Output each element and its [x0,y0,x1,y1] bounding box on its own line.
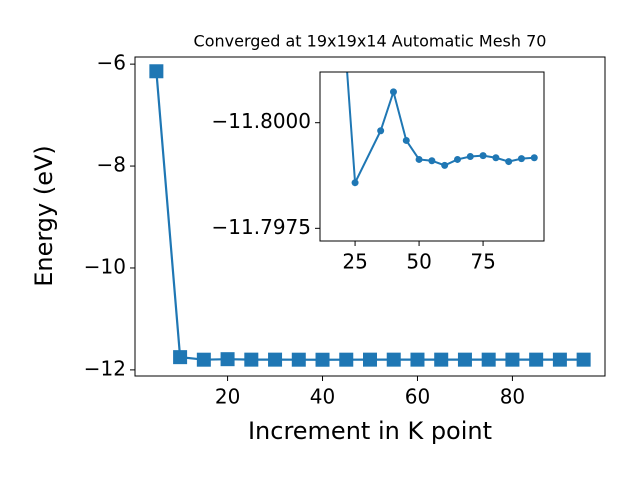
x-tick-label: 25 [342,250,367,274]
axes-frame [134,56,606,377]
marker [453,155,461,163]
marker [466,153,474,160]
marker [428,157,436,165]
marker [351,179,359,187]
marker [434,352,449,367]
marker [244,352,259,367]
marker [389,88,397,96]
x-tick-label: 60 [405,385,430,409]
y-tick-label: −12 [84,356,126,380]
plot-layer [149,64,591,367]
marker [173,350,188,365]
y-tick-label: −10 [84,254,126,278]
chart-title: Converged at 19x19x14 Automatic Mesh 70 [194,32,547,51]
marker [517,155,525,163]
marker [410,352,425,367]
axes-frame [319,71,545,242]
marker [149,64,164,79]
x-tick-label: 80 [500,385,525,409]
x-tick-label: 50 [406,250,431,274]
marker [492,154,500,162]
marker [441,161,449,169]
x-tick-label: 75 [470,250,495,274]
marker [315,352,330,367]
marker [220,352,235,367]
marker [291,352,306,367]
y-tick-label: −11.7975 [212,215,311,239]
marker [339,352,354,367]
y-tick-label: −8 [97,153,126,177]
x-tick-label: 20 [215,385,240,409]
marker [530,154,538,162]
marker [529,352,544,367]
plot-layer [346,72,538,187]
marker [481,352,496,367]
marker [576,352,591,367]
marker [552,352,567,367]
marker [268,352,283,367]
marker [377,127,385,135]
marker [386,352,401,367]
marker [457,352,472,367]
x-tick-label: 40 [310,385,335,409]
y-axis-label: Energy (eV) [30,145,58,287]
plot-area [320,72,544,241]
marker [479,152,487,160]
y-tick-label: −11.8000 [212,109,311,133]
marker [402,136,410,144]
x-axis-label: Increment in K point [248,417,492,445]
marker [505,158,513,166]
marker [505,352,520,367]
y-tick-label: −6 [97,51,126,75]
marker [196,352,211,367]
marker [415,155,423,163]
marker [363,352,377,367]
